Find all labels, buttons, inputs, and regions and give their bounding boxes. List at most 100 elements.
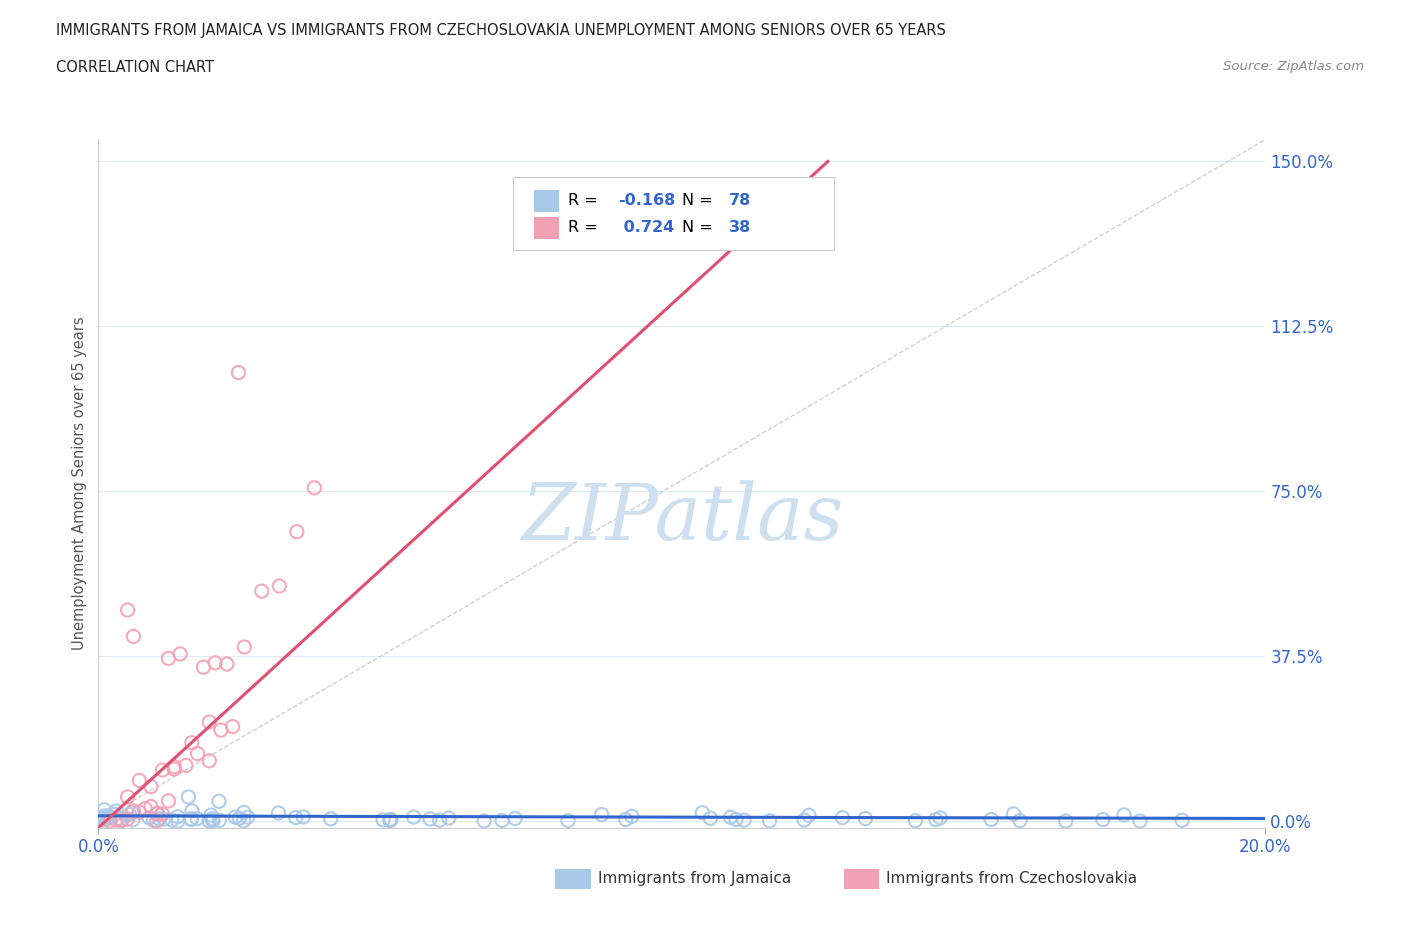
Point (925, 812, 948, 827)
Point (146, 805, 169, 820)
Point (204, 656, 226, 671)
Point (855, 811, 877, 826)
Point (699, 811, 721, 826)
Bar (534, 190, 560, 212)
Point (139, 799, 162, 814)
Y-axis label: Unemployment Among Seniors over 65 years: Unemployment Among Seniors over 65 years (72, 317, 87, 650)
Point (380, 812, 402, 827)
Point (200, 807, 222, 822)
Point (98, 814, 121, 829)
Point (250, 584, 273, 599)
Point (166, 809, 188, 824)
Text: N =: N = (682, 220, 718, 235)
Point (111, 813, 134, 828)
Text: 0.724: 0.724 (617, 220, 673, 235)
Point (163, 762, 186, 777)
Text: 78: 78 (728, 193, 751, 208)
Point (193, 659, 215, 674)
Point (128, 804, 150, 819)
Point (107, 811, 129, 826)
Point (117, 790, 139, 804)
Point (371, 813, 394, 828)
Point (96, 811, 118, 826)
Point (720, 810, 742, 825)
Point (236, 810, 259, 825)
Bar (534, 217, 560, 239)
Point (980, 812, 1002, 827)
Point (146, 806, 169, 821)
Bar (555, 869, 591, 889)
Point (228, 811, 250, 826)
Point (208, 794, 231, 809)
Point (118, 807, 141, 822)
Point (491, 813, 513, 828)
Point (93, 808, 115, 823)
Point (233, 640, 256, 655)
Text: R =: R = (568, 220, 602, 235)
Point (142, 813, 165, 828)
Point (139, 779, 162, 794)
Point (198, 753, 221, 768)
Point (201, 811, 224, 826)
Point (180, 811, 202, 826)
Point (121, 805, 143, 820)
Point (380, 812, 402, 827)
Point (198, 814, 221, 829)
Point (215, 657, 238, 671)
Text: Immigrants from Czechoslovakia: Immigrants from Czechoslovakia (886, 871, 1137, 886)
Point (93, 810, 115, 825)
Point (187, 746, 209, 761)
Point (304, 481, 326, 496)
Point (152, 763, 174, 777)
Point (209, 723, 232, 737)
Point (284, 810, 307, 825)
Point (319, 811, 342, 826)
Point (797, 808, 820, 823)
Point (181, 804, 204, 818)
Point (201, 814, 224, 829)
Point (758, 814, 780, 829)
Point (232, 813, 254, 828)
Point (208, 813, 231, 828)
Point (186, 811, 208, 826)
Point (380, 812, 402, 827)
Point (620, 809, 643, 824)
Point (104, 807, 127, 822)
Point (419, 812, 441, 827)
Point (146, 814, 169, 829)
Point (1091, 812, 1114, 827)
Point (503, 811, 526, 826)
Point (793, 813, 815, 828)
Point (169, 646, 191, 661)
FancyBboxPatch shape (513, 178, 834, 249)
Point (437, 811, 460, 826)
Text: -0.168: -0.168 (617, 193, 675, 208)
Text: N =: N = (682, 193, 718, 208)
Point (105, 804, 128, 818)
Point (157, 793, 180, 808)
Point (1002, 806, 1025, 821)
Bar (844, 869, 879, 889)
Point (831, 810, 853, 825)
Point (117, 603, 139, 618)
Point (180, 812, 202, 827)
Point (93, 803, 115, 817)
Point (269, 578, 291, 593)
Point (232, 804, 254, 819)
Point (122, 804, 145, 818)
Point (128, 773, 150, 788)
Point (97, 808, 120, 823)
Point (1171, 813, 1194, 828)
Point (138, 810, 160, 825)
Point (221, 719, 243, 734)
Point (692, 805, 714, 820)
Point (198, 714, 221, 729)
Point (163, 759, 186, 774)
Text: ZIPatlas: ZIPatlas (520, 480, 844, 556)
Text: 38: 38 (728, 220, 751, 235)
Point (614, 812, 637, 827)
Point (148, 811, 170, 826)
Point (285, 525, 308, 539)
Point (429, 813, 451, 828)
Point (228, 365, 250, 380)
